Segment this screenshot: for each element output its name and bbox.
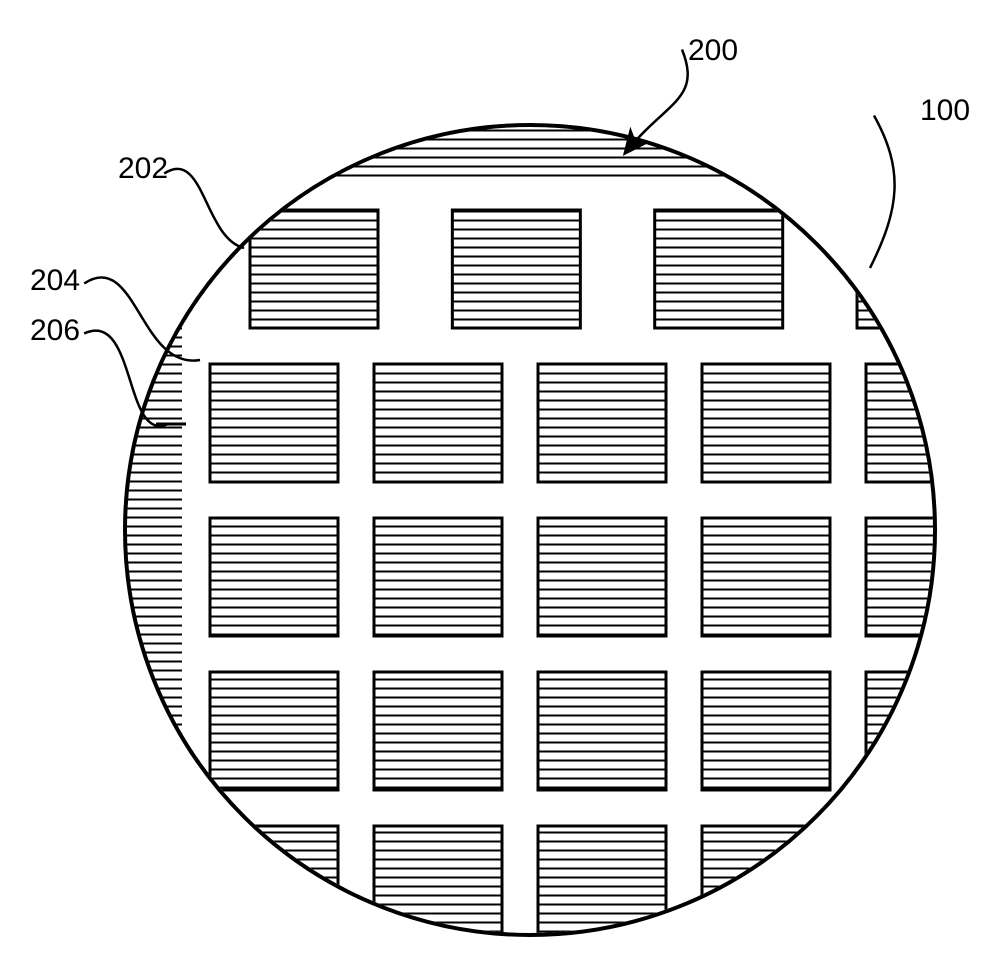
die xyxy=(702,518,830,636)
die xyxy=(857,210,985,328)
leader-line xyxy=(164,169,244,248)
die xyxy=(702,364,830,482)
die xyxy=(538,826,666,944)
die xyxy=(538,364,666,482)
die xyxy=(866,518,994,636)
die xyxy=(374,672,502,790)
wafer-diagram: 200 100 202 204 206 xyxy=(0,0,1000,968)
die xyxy=(702,672,830,790)
die xyxy=(452,210,580,328)
callout-label: 206 xyxy=(30,314,80,347)
callout-label: 202 xyxy=(118,152,168,185)
die xyxy=(210,364,338,482)
leader-line xyxy=(626,50,688,153)
die xyxy=(374,518,502,636)
die xyxy=(866,826,994,944)
leader-line xyxy=(870,116,895,269)
die xyxy=(210,672,338,790)
die xyxy=(538,672,666,790)
die xyxy=(210,518,338,636)
die xyxy=(250,210,378,328)
die xyxy=(655,210,783,328)
die xyxy=(538,518,666,636)
die xyxy=(866,672,994,790)
callout-label: 100 xyxy=(920,94,970,127)
callout-label: 204 xyxy=(30,264,80,297)
diagram-container: 200 100 202 204 206 xyxy=(0,0,1000,968)
die xyxy=(374,364,502,482)
callout-label: 200 xyxy=(688,34,738,67)
